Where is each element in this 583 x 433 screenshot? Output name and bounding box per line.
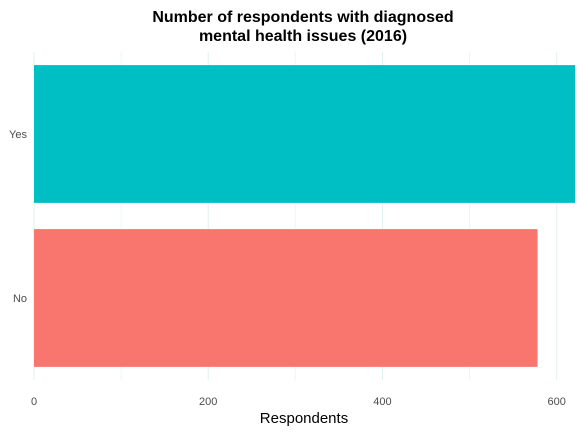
- y-tick-label: Yes: [9, 129, 27, 141]
- chart-title-line-1: Number of respondents with diagnosed: [152, 9, 453, 26]
- bar-no: [34, 229, 538, 367]
- y-tick-label: No: [13, 293, 27, 305]
- chart-title-line-2: mental health issues (2016): [199, 28, 407, 45]
- x-axis-title: Respondents: [260, 410, 348, 427]
- y-axis-category-labels: Yes No: [9, 129, 27, 305]
- bars: [34, 65, 575, 367]
- x-tick-label: 200: [199, 396, 217, 408]
- bar-yes: [34, 65, 575, 203]
- x-axis-tick-labels: 0 200 400 600: [31, 396, 566, 408]
- x-tick-label: 600: [548, 396, 566, 408]
- x-tick-label: 0: [31, 396, 37, 408]
- x-tick-label: 400: [373, 396, 391, 408]
